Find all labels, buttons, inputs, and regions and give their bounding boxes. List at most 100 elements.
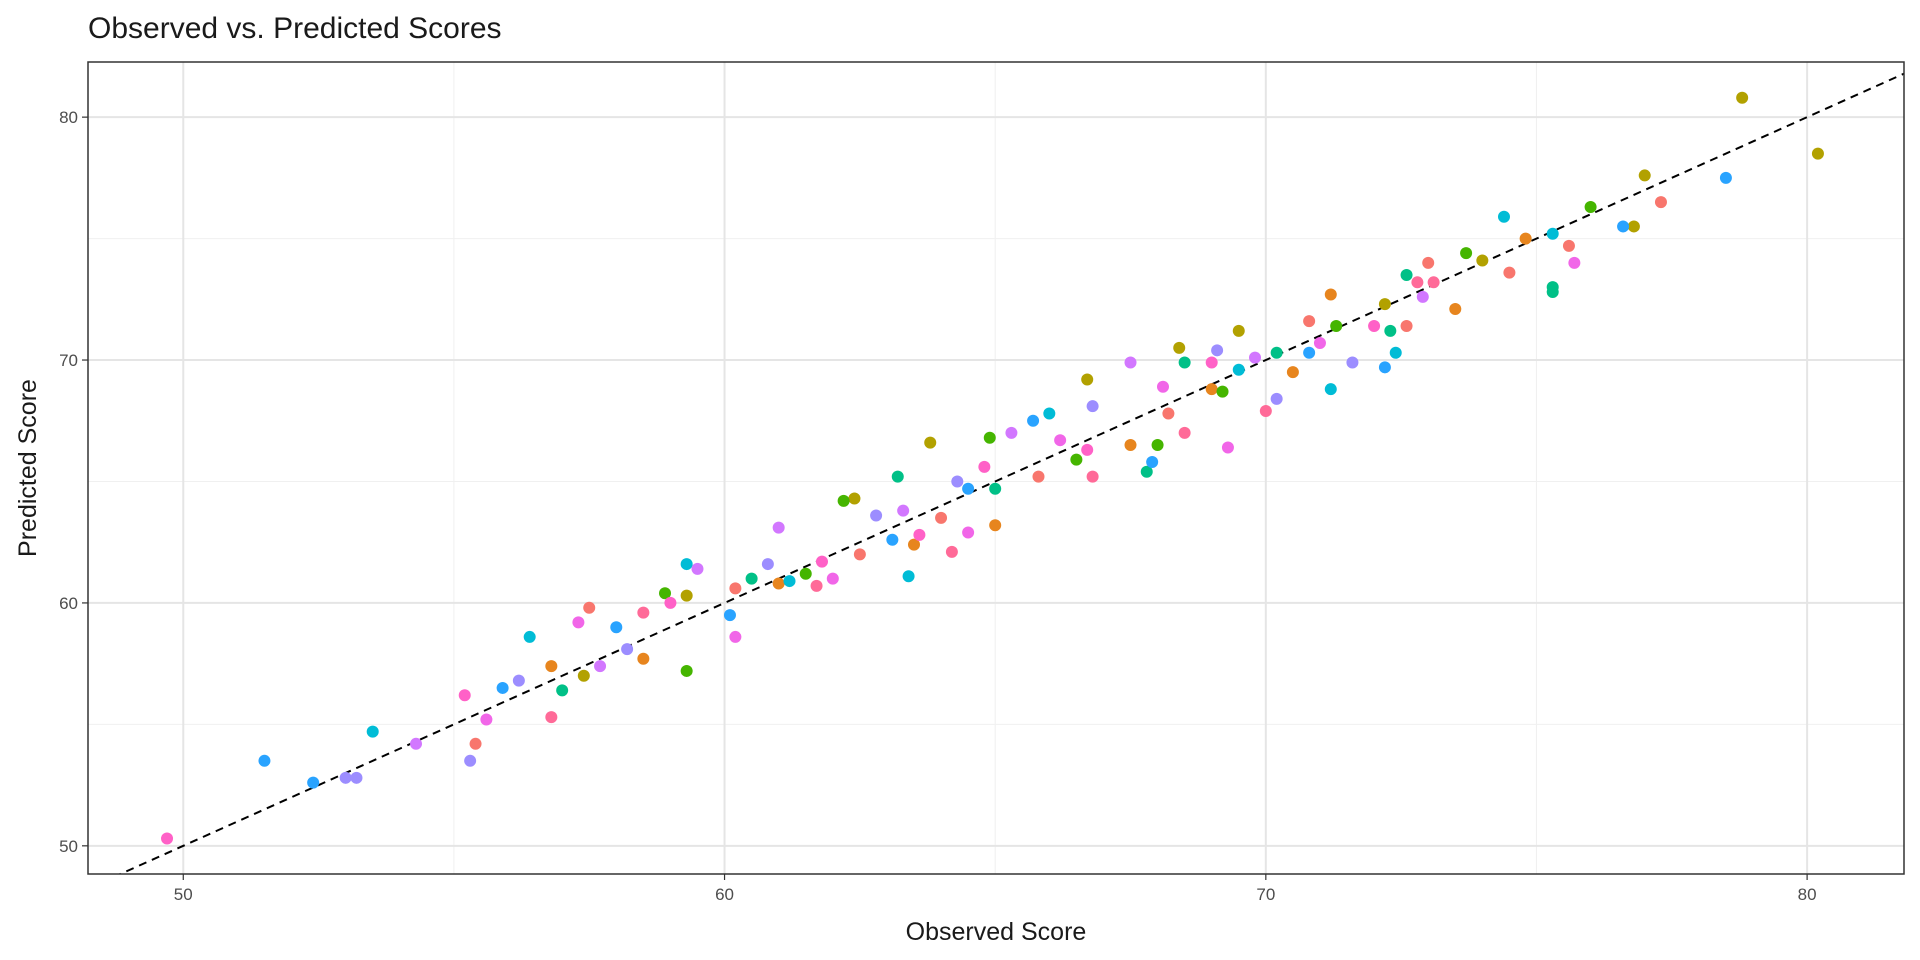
point [772,521,785,534]
point [659,587,672,600]
point [583,601,596,614]
point [1205,383,1218,396]
point [837,494,850,507]
point [826,572,839,585]
y-tick-label: 70 [59,351,78,370]
point [339,771,352,784]
point [350,771,363,784]
point [1313,337,1326,350]
point [897,504,910,517]
point [1259,405,1272,418]
point [1384,324,1397,337]
point [680,558,693,571]
point [1346,356,1359,369]
point [1081,443,1094,456]
point [469,737,482,750]
point [680,589,693,602]
point [729,630,742,643]
point [1389,346,1402,359]
point [1400,320,1413,333]
point [772,577,785,590]
point [1270,346,1283,359]
point [1086,400,1099,413]
y-tick-label: 60 [59,594,78,613]
point [1140,465,1153,478]
y-tick-label: 80 [59,108,78,127]
point [1146,456,1159,469]
point [637,606,650,619]
point [1124,356,1137,369]
point [1027,414,1040,427]
point [815,555,828,568]
point [848,492,861,505]
x-tick-label: 60 [715,885,734,904]
point [664,596,677,609]
point [945,545,958,558]
x-tick-label: 80 [1798,885,1817,904]
point [577,669,590,682]
point [1519,232,1532,245]
point [545,711,558,724]
point [1546,286,1559,299]
point [1032,470,1045,483]
point [978,460,991,473]
point [1719,171,1732,184]
point [729,582,742,595]
point [464,754,477,767]
point [951,475,964,488]
point [783,575,796,588]
point [523,630,536,643]
point [1173,341,1186,354]
point [870,509,883,522]
point [637,652,650,665]
point [1162,407,1175,420]
point [989,519,1002,532]
point [366,725,379,738]
point [1005,426,1018,439]
point [1303,315,1316,328]
point [1324,383,1337,396]
point [1124,439,1137,452]
y-tick-label: 50 [59,837,78,856]
x-axis-label: Observed Score [906,918,1087,946]
point [258,754,271,767]
point [745,572,758,585]
point [572,616,585,629]
point [1270,392,1283,405]
point [935,511,948,524]
point [886,533,899,546]
point [907,538,920,551]
point [853,548,866,561]
point [1654,196,1667,209]
point [1638,169,1651,182]
point [1151,439,1164,452]
point [1497,210,1510,223]
point [902,570,915,583]
point [1249,351,1262,364]
point [1205,356,1218,369]
point [458,689,471,702]
panel-border [87,61,1905,875]
point [1422,256,1435,269]
point [610,621,623,634]
point [1562,239,1575,252]
point [962,482,975,495]
point [1546,227,1559,240]
point [1232,324,1245,337]
point [1232,363,1245,376]
point [1086,470,1099,483]
chart-title: Observed vs. Predicted Scores [88,12,502,45]
point [307,776,320,789]
point [480,713,493,726]
point [410,737,423,750]
point [1400,269,1413,282]
point [1449,303,1462,316]
point [1070,453,1083,466]
point [1081,373,1094,386]
point [1216,385,1229,398]
point [1378,298,1391,311]
point [810,579,823,592]
x-tick-label: 50 [174,885,193,904]
point [512,674,525,687]
